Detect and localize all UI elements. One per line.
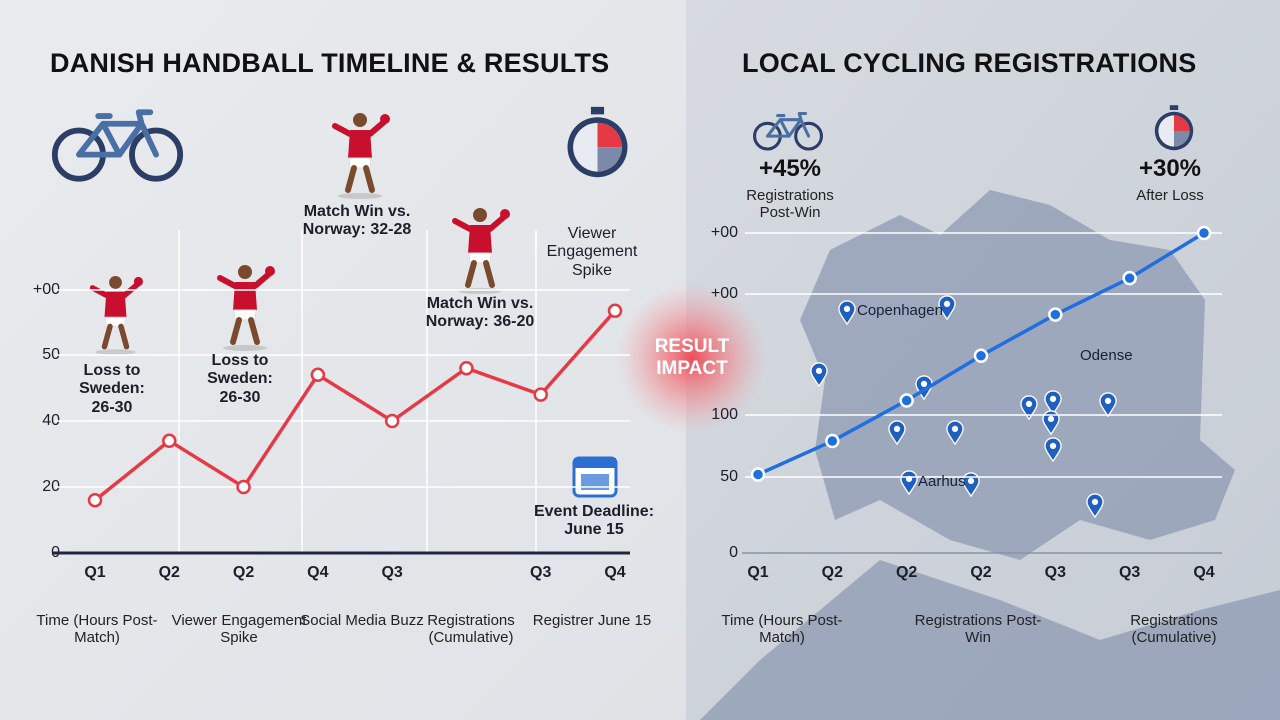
impact-label: RESULT IMPACT [654, 336, 730, 379]
chart-title: LOCAL CYCLING REGISTRATIONS [742, 48, 1197, 78]
data-point [899, 393, 914, 408]
data-point [1196, 225, 1212, 241]
y-tick-label: 40 [42, 412, 60, 429]
data-point [973, 348, 989, 363]
footer-label: Registrations (Cumulative) [427, 612, 515, 647]
y-tick-label: +00 [711, 285, 738, 302]
x-tick-label: Q2 [896, 564, 917, 581]
x-tick-label: Q3 [381, 564, 402, 581]
x-tick-label: Q4 [604, 564, 625, 581]
place-label: Copenhagen [857, 302, 943, 319]
footer-label: Time (Hours Post-Match) [36, 612, 158, 647]
annotation: Loss to Sweden: 26-30 [207, 352, 273, 406]
data-point [533, 387, 548, 402]
y-tick-label: 100 [711, 406, 738, 423]
calendar-icon [572, 456, 618, 498]
annotation: Loss to Sweden: 26-30 [79, 362, 145, 416]
x-tick-label: Q1 [747, 564, 768, 581]
x-tick-label: Q3 [530, 564, 551, 581]
chart-title: DANISH HANDBALL TIMELINE & RESULTS [50, 48, 610, 78]
data-point [310, 367, 326, 383]
x-tick-label: Q3 [1045, 564, 1066, 581]
x-tick-label: Q2 [822, 564, 843, 581]
data-point [236, 479, 251, 495]
stat-label: After Loss [1136, 187, 1204, 204]
series-line [93, 309, 617, 502]
data-point [87, 492, 103, 508]
data-point [750, 467, 766, 482]
stat-value: +30% [1138, 155, 1202, 182]
map [700, 190, 1280, 720]
y-tick-label: +00 [33, 281, 60, 298]
footer-label: Social Media Buzz [300, 612, 424, 629]
data-point [384, 413, 400, 429]
annotation: Match Win vs. Norway: 36-20 [425, 295, 535, 331]
annotation: Viewer Engagement Spike [546, 225, 638, 279]
data-point [607, 303, 623, 319]
footer-label: Registrations Post-Win [914, 612, 1042, 647]
y-tick-label: 0 [729, 544, 738, 561]
annotation: Event Deadline: June 15 [533, 503, 655, 539]
x-tick-label: Q2 [233, 564, 254, 581]
footer-label: Registrer June 15 [532, 612, 652, 629]
impact-glow [617, 283, 767, 433]
data-point [459, 360, 474, 376]
y-tick-label: 50 [42, 346, 60, 363]
x-tick-label: Q2 [159, 564, 180, 581]
stat-value: +45% [758, 155, 822, 182]
stat-label: Registrations Post-Win [746, 187, 834, 222]
data-point [825, 433, 840, 449]
x-tick-label: Q4 [1193, 564, 1214, 581]
footer-label: Viewer Engagement Spike [171, 612, 307, 647]
place-label: Odense [1080, 347, 1133, 364]
x-tick-label: Q2 [970, 564, 991, 581]
footer-label: Time (Hours Post-Match) [721, 612, 843, 647]
y-tick-label: 50 [720, 468, 738, 485]
y-tick-label: 20 [42, 478, 60, 495]
data-point [1048, 307, 1063, 322]
place-label: Aarhus [918, 473, 966, 490]
footer-label: Registrations (Cumulative) [1130, 612, 1218, 647]
data-point [1122, 270, 1137, 286]
data-point [162, 433, 177, 449]
x-tick-label: Q3 [1119, 564, 1140, 581]
y-tick-label: +00 [711, 224, 738, 241]
annotation: Match Win vs. Norway: 32-28 [302, 203, 412, 239]
x-tick-label: Q1 [84, 564, 105, 581]
x-tick-label: Q4 [307, 564, 328, 581]
